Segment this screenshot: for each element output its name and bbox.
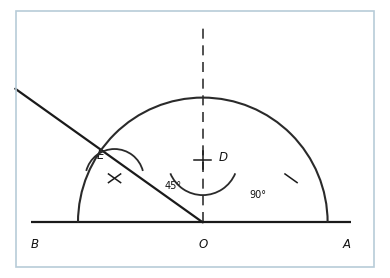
Text: E: E [97,149,105,162]
Text: 45°: 45° [165,181,182,191]
Text: B: B [31,238,39,251]
Text: O: O [198,238,207,251]
Text: D: D [218,151,227,164]
Text: A: A [343,238,351,251]
Text: 90°: 90° [249,190,266,200]
